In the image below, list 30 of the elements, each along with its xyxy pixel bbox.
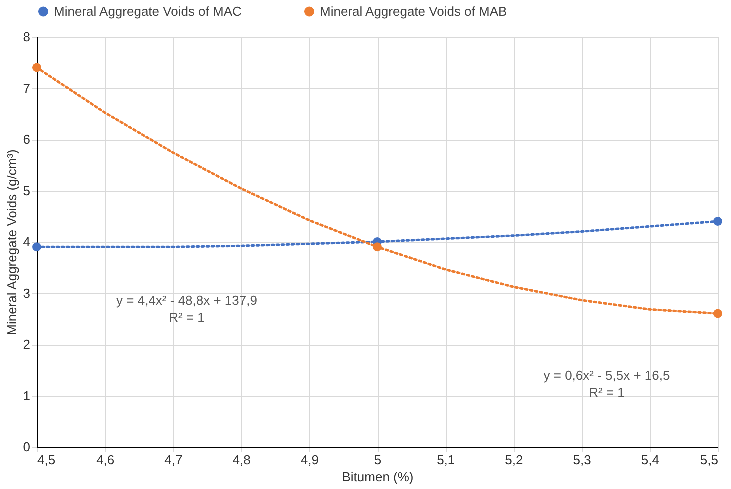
x-tick-label: 4,8 — [232, 452, 251, 468]
point — [714, 309, 722, 318]
y-tick-label: 3 — [23, 286, 30, 301]
y-tick-label: 0 — [23, 440, 30, 454]
y-tick-label: 4 — [23, 234, 30, 250]
y-tick-label: 5 — [23, 183, 30, 198]
legend-label: Mineral Aggregate Voids of MAC — [54, 4, 242, 19]
x-tick-label: 4,6 — [96, 452, 115, 468]
annotation: y = 0,6x² - 5,5x + 16,5 R² = 1 — [544, 368, 670, 400]
x-tick-label: 5 — [374, 452, 382, 468]
y-tick-label: 1 — [23, 388, 30, 404]
legend-label: Mineral Aggregate Voids of MAB — [320, 4, 508, 19]
x-tick-label: 5,4 — [641, 452, 660, 468]
annotation: y = 4,4x² - 48,8x + 137,9 R² = 1 — [116, 293, 258, 325]
x-tick-label: 4,7 — [164, 452, 183, 468]
point — [373, 242, 382, 252]
point — [32, 63, 42, 72]
x-tick-label: 5,5 — [700, 452, 718, 468]
y-axis-title: Mineral Aggregate Voids (g/cm³) — [4, 150, 20, 336]
x-axis-title: Bitumen (%) — [342, 470, 414, 484]
y-tick-label: 6 — [23, 132, 30, 147]
y-tick-label: 8 — [23, 30, 30, 44]
y-tick-label: 2 — [23, 337, 30, 352]
x-tick-label: 5,1 — [437, 452, 456, 468]
y-tick-label: 7 — [23, 80, 30, 96]
point — [714, 217, 722, 226]
x-tick-label: 5,3 — [573, 452, 592, 468]
x-tick-label: 4,5 — [38, 452, 56, 468]
x-tick-label: 5,2 — [505, 452, 524, 468]
x-tick-label: 4,9 — [300, 452, 319, 468]
